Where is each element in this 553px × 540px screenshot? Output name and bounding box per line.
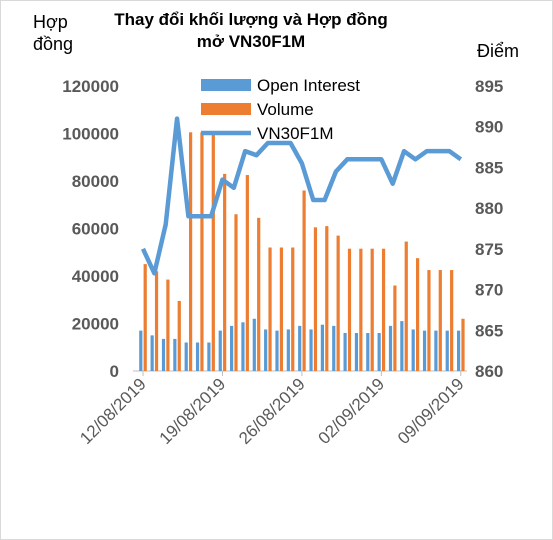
y-tick-label: 100000 [62,125,119,144]
bar [291,247,295,371]
y2-tick-label: 895 [475,77,503,96]
bar [302,190,306,371]
bar [195,342,200,371]
y-axis-label: Hợp đồng [33,12,74,54]
y2-tick-label: 885 [475,158,503,177]
bar [230,325,234,371]
bar [461,318,465,371]
bar [173,338,177,371]
x-tick-label: 02/09/2019 [315,374,389,448]
bar [279,247,283,371]
y-tick-label: 40000 [72,267,119,286]
bar [450,270,454,371]
bar [313,227,318,371]
y-tick-label: 80000 [72,172,119,191]
bar [445,330,449,371]
x-tick-label: 12/08/2019 [76,374,150,448]
bar [438,270,442,371]
bar [393,285,397,371]
bar [354,333,359,371]
y2-tick-label: 890 [475,118,503,137]
y-tick-label: 0 [110,362,119,381]
bar [411,329,415,371]
bar [207,342,211,371]
bar [320,324,324,371]
bar [388,325,393,371]
bar [166,279,170,371]
bar [143,264,147,371]
y-tick-label: 20000 [72,315,119,334]
bar [241,322,245,371]
bar [370,248,374,371]
bar [211,132,215,371]
bar [218,330,222,371]
bar [189,132,193,371]
bar [325,226,329,371]
legend-label: Open Interest [257,76,360,95]
bar [268,247,272,371]
bar [286,329,290,371]
y2-tick-label: 860 [475,362,503,381]
y2-axis-label: Điểm [477,41,520,61]
bar [457,330,461,371]
y-tick-label: 60000 [72,220,119,239]
bar [336,235,340,371]
bar [264,329,268,371]
y2-tick-label: 870 [475,281,503,300]
bar [416,258,420,371]
bar [404,241,408,371]
line [140,116,463,276]
bar [223,173,227,371]
bar [309,329,313,371]
bar [234,214,238,371]
bar [400,321,404,371]
bar [245,175,249,371]
legend-label: Volume [257,100,314,119]
bar [177,300,181,371]
bar [427,270,431,371]
bar [139,330,143,371]
y2-tick-label: 865 [475,321,503,340]
bar [434,330,438,371]
x-tick-label: 09/09/2019 [394,374,468,448]
bar [332,325,336,371]
bar [184,342,188,371]
x-tick-label: 19/08/2019 [156,374,230,448]
bar [343,333,347,371]
y-tick-label: 120000 [62,77,119,96]
y2-tick-label: 875 [475,240,503,259]
chart-title: Thay đổi khối lượng và Hợp đồng mở VN30F… [114,10,388,51]
x-tick-label: 26/08/2019 [235,374,309,448]
bar [154,271,159,371]
legend-swatch [201,103,251,115]
bar [422,330,427,371]
bar [257,217,261,371]
bar [252,318,256,371]
bar [359,248,363,371]
bar [298,325,302,371]
bar [381,248,386,371]
bar [347,248,352,371]
bar [377,333,381,371]
bar [275,330,279,371]
bar [150,335,154,371]
bar [366,333,370,371]
y2-tick-label: 880 [475,199,503,218]
bar [200,132,204,371]
legend-swatch [201,79,251,91]
legend-label: VN30F1M [257,124,334,143]
bar [161,338,166,371]
